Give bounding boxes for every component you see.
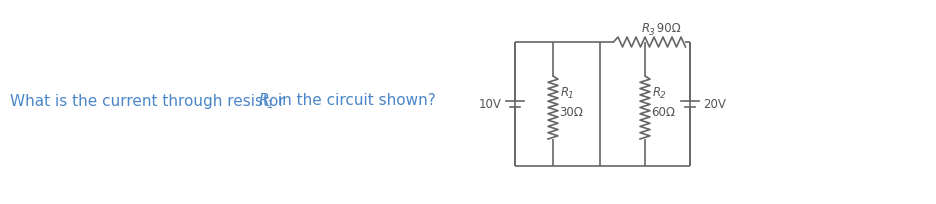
Text: What is the current through resistor: What is the current through resistor: [10, 94, 289, 109]
Text: R: R: [258, 93, 270, 108]
Text: in the circuit shown?: in the circuit shown?: [272, 93, 435, 108]
Text: 2: 2: [659, 91, 665, 100]
Text: 30Ω: 30Ω: [559, 106, 582, 119]
Text: 60Ω: 60Ω: [651, 106, 674, 119]
Text: R: R: [641, 22, 649, 35]
Text: 20V: 20V: [702, 98, 725, 111]
Text: 1: 1: [567, 91, 573, 100]
Text: R: R: [561, 86, 568, 99]
Text: 90Ω: 90Ω: [652, 22, 680, 35]
Text: 1: 1: [267, 100, 273, 110]
Text: R: R: [652, 86, 661, 99]
Text: 3: 3: [648, 28, 653, 37]
Text: 10V: 10V: [478, 98, 502, 111]
